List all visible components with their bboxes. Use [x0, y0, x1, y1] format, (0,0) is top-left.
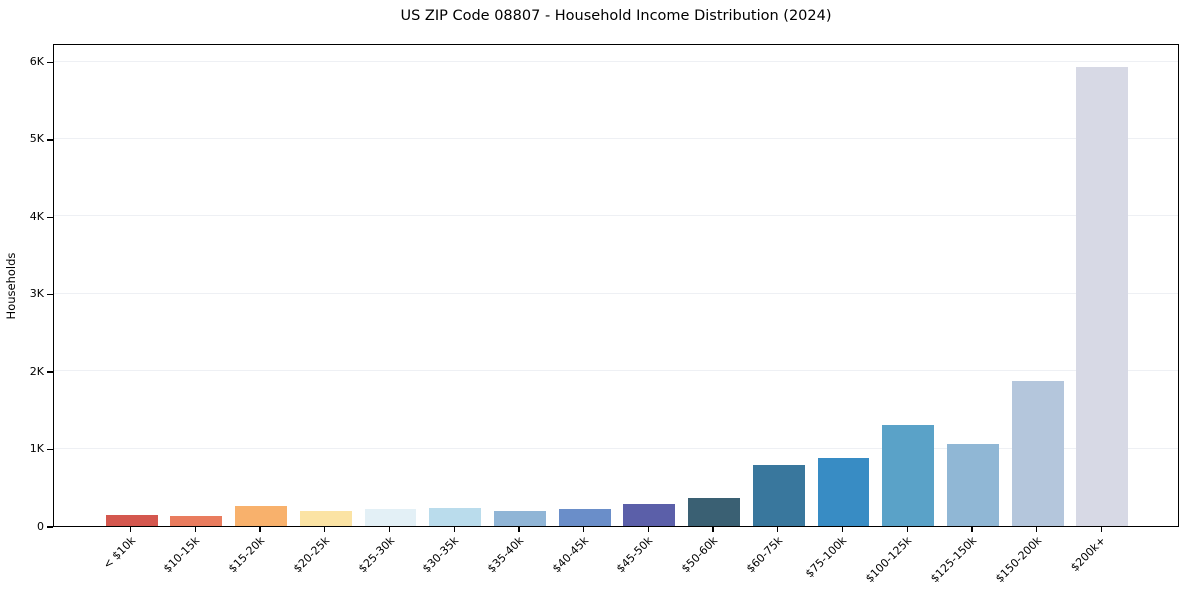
bar-$60-75k — [752, 464, 805, 526]
y-tick-mark-6K — [47, 61, 53, 64]
x-tick-mark-< $10k — [129, 527, 132, 532]
bar-$100-125k — [882, 424, 935, 526]
gridline-2K — [54, 370, 1178, 372]
x-tick-mark-$200k+ — [1100, 527, 1103, 532]
bar-< $10k — [105, 515, 158, 526]
y-tick-label-4K: 4K — [29, 209, 44, 223]
x-tick-mark-$25-30k — [388, 527, 391, 532]
y-tick-mark-5K — [47, 139, 53, 141]
gridline-5K — [54, 137, 1178, 139]
x-tick-mark-$100-125k — [906, 527, 908, 532]
x-tick-mark-$45-50k — [647, 527, 650, 532]
bar-$45-50k — [623, 503, 676, 526]
bar-$25-30k — [364, 508, 417, 526]
bar-$40-45k — [558, 509, 611, 526]
x-tick-label-< $10k: < $10k — [100, 534, 138, 572]
y-tick-label-2K: 2K — [29, 364, 44, 378]
bar-$10-15k — [170, 516, 223, 526]
bar-$50-60k — [688, 498, 740, 526]
y-tick-mark-4K — [47, 216, 53, 219]
gridline-3K — [54, 292, 1178, 294]
bar-$35-40k — [494, 510, 546, 526]
gridline-1K — [54, 447, 1178, 449]
x-tick-mark-$40-45k — [582, 527, 585, 532]
x-tick-mark-$75-100k — [841, 527, 844, 532]
y-tick-label-6K: 6K — [29, 55, 44, 69]
x-tick-mark-$125-150k — [971, 527, 973, 532]
bar-$150-200k — [1011, 381, 1064, 526]
bar-$20-25k — [299, 510, 352, 526]
y-tick-label-0: 0 — [37, 519, 44, 533]
y-tick-mark-2K — [47, 371, 53, 373]
bar-$15-20k — [235, 505, 287, 526]
y-axis-label: Households — [4, 252, 18, 320]
y-tick-mark-0 — [47, 526, 53, 528]
y-tick-label-1K: 1K — [29, 442, 44, 456]
bar-$75-100k — [817, 458, 870, 526]
y-tick-mark-1K — [47, 448, 53, 451]
x-tick-mark-$30-35k — [453, 527, 455, 532]
bar-$125-150k — [947, 443, 999, 526]
x-tick-mark-$150-200k — [1035, 527, 1038, 532]
gridline-6K — [54, 60, 1178, 62]
plot-area — [53, 44, 1179, 527]
gridline-4K — [54, 215, 1178, 217]
y-tick-label-3K: 3K — [29, 287, 44, 301]
bar-$200k+ — [1076, 67, 1129, 526]
x-tick-mark-$35-40k — [518, 527, 520, 532]
y-tick-mark-3K — [47, 294, 53, 296]
x-tick-mark-$50-60k — [712, 527, 714, 532]
x-tick-mark-$20-25k — [324, 527, 326, 532]
chart-title: US ZIP Code 08807 - Household Income Dis… — [400, 8, 832, 24]
bar-$30-35k — [429, 507, 482, 526]
x-tick-mark-$10-15k — [194, 527, 197, 532]
y-tick-label-5K: 5K — [29, 132, 44, 146]
x-tick-mark-$60-75k — [777, 527, 779, 532]
x-tick-mark-$15-20k — [259, 527, 261, 532]
